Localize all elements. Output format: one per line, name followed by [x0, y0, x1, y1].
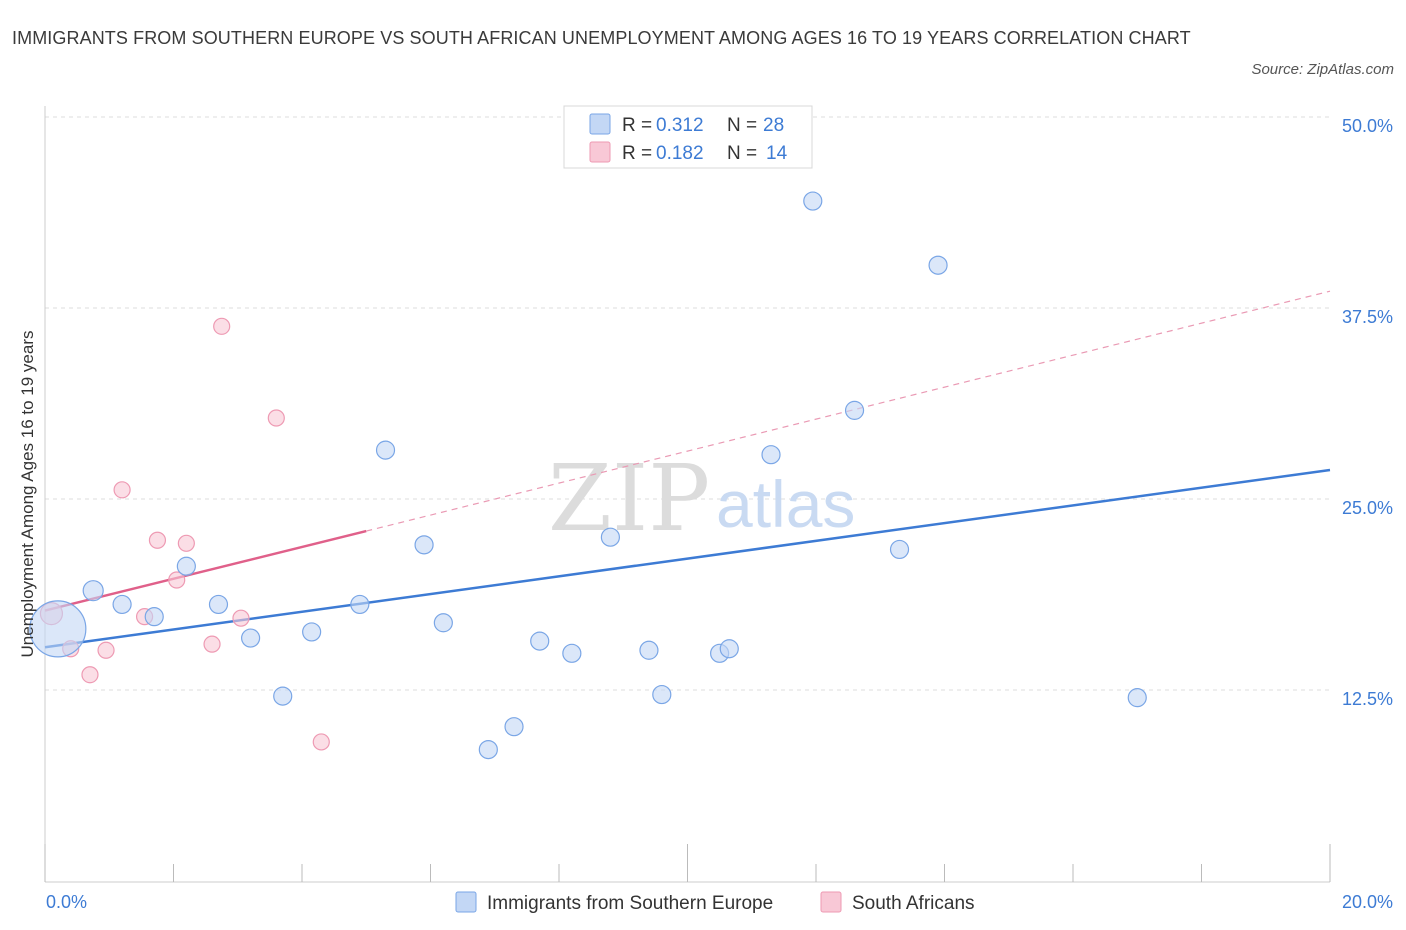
- point-southern-europe: [433, 613, 453, 633]
- point-south-africans: [81, 666, 99, 684]
- legend-r-label: R =: [622, 115, 652, 136]
- legend-n-label: N =: [727, 115, 757, 136]
- point-south-africans: [312, 733, 330, 751]
- point-south-africans: [177, 534, 195, 552]
- point-southern-europe: [208, 594, 229, 615]
- legend-n-value: 28: [763, 115, 784, 136]
- point-southern-europe: [29, 600, 87, 658]
- tick-labels: 12.5% 25.0% 37.5% 50.0% 0.0% 20.0%: [46, 116, 1393, 912]
- point-southern-europe: [639, 640, 659, 660]
- axes: [44, 106, 1331, 883]
- y-tick-label: 12.5%: [1342, 689, 1393, 709]
- point-south-africans: [203, 635, 221, 653]
- x-tick-label: 20.0%: [1342, 892, 1393, 912]
- point-south-africans: [148, 531, 167, 549]
- gridlines: [45, 116, 1330, 691]
- series-legend-swatch-south-africans: [820, 891, 842, 913]
- point-southern-europe: [241, 628, 261, 648]
- legend-n-value: 14: [766, 143, 788, 164]
- point-southern-europe: [414, 535, 434, 555]
- legend-swatch-south-africans: [589, 141, 611, 163]
- chart-title: IMMIGRANTS FROM SOUTHERN EUROPE VS SOUTH…: [12, 28, 1191, 48]
- point-southern-europe: [1127, 688, 1147, 708]
- series-legend-label-south-africans: South Africans: [852, 893, 975, 914]
- data-points: [29, 191, 1147, 760]
- watermark-atlas: atlas: [716, 467, 855, 541]
- watermark: ZIP atlas: [548, 445, 855, 552]
- point-southern-europe: [719, 639, 739, 659]
- point-southern-europe: [504, 717, 524, 737]
- source-label: Source: ZipAtlas.com: [1251, 61, 1394, 78]
- y-tick-label: 50.0%: [1342, 116, 1393, 136]
- point-southern-europe: [176, 556, 196, 576]
- point-southern-europe: [82, 580, 104, 602]
- point-southern-europe: [112, 594, 132, 615]
- y-tick-label: 37.5%: [1342, 307, 1393, 327]
- point-south-africans: [97, 641, 115, 659]
- stats-legend: R = 0.312 N = 28 R = 0.182 N = 14: [563, 105, 813, 169]
- point-southern-europe: [530, 631, 550, 651]
- point-southern-europe: [144, 607, 164, 627]
- point-southern-europe: [889, 539, 910, 560]
- point-south-africans: [267, 409, 285, 427]
- legend-r-value: 0.312: [656, 115, 704, 136]
- point-southern-europe: [844, 400, 865, 420]
- trend-line-southern-europe: [44, 468, 1331, 649]
- point-southern-europe: [761, 445, 781, 465]
- point-southern-europe: [562, 643, 582, 663]
- point-southern-europe: [652, 684, 672, 705]
- watermark-zip: ZIP: [548, 445, 710, 552]
- point-southern-europe: [478, 739, 498, 760]
- legend-n-label: N =: [727, 143, 757, 164]
- series-legend: Immigrants from Southern Europe South Af…: [455, 891, 975, 914]
- point-southern-europe: [803, 191, 823, 211]
- y-tick-label: 25.0%: [1342, 498, 1393, 518]
- legend-r-value: 0.182: [656, 143, 704, 164]
- series-legend-swatch-southern-europe: [455, 891, 477, 913]
- y-axis-label: Unemployment Among Ages 16 to 19 years: [18, 331, 37, 658]
- point-south-africans: [113, 481, 131, 499]
- point-south-africans: [168, 571, 186, 589]
- point-southern-europe: [928, 255, 948, 275]
- point-southern-europe: [375, 440, 396, 460]
- legend-r-label: R =: [622, 143, 652, 164]
- point-southern-europe: [302, 622, 322, 642]
- point-southern-europe: [350, 594, 370, 615]
- point-southern-europe: [600, 527, 621, 547]
- series-legend-label-southern-europe: Immigrants from Southern Europe: [487, 893, 773, 914]
- point-southern-europe: [273, 686, 293, 706]
- x-tick-label: 0.0%: [46, 892, 87, 912]
- point-south-africans: [232, 609, 250, 627]
- legend-swatch-southern-europe: [589, 113, 611, 135]
- point-south-africans: [213, 317, 231, 335]
